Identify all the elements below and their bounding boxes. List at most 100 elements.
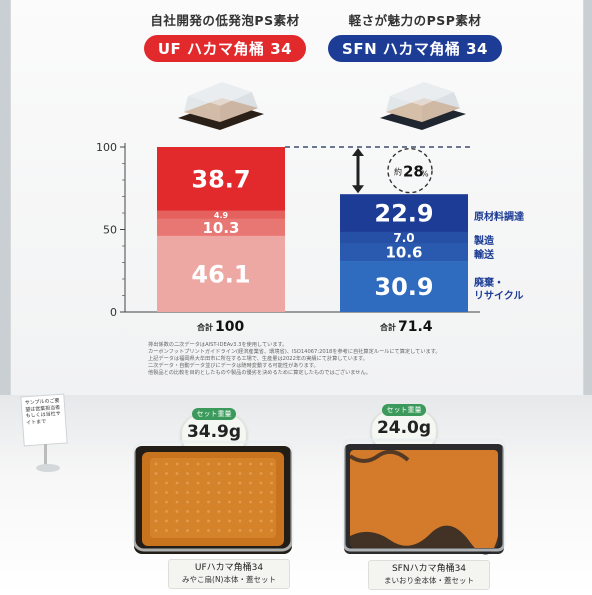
tray-dot bbox=[175, 500, 179, 504]
tray-dot bbox=[196, 472, 200, 475]
data-label: 22.9 bbox=[374, 200, 433, 228]
tray-dot bbox=[207, 472, 210, 475]
uf-product-name: UFハカマ角桶34 bbox=[194, 563, 264, 573]
tray-dot bbox=[154, 491, 158, 494]
tray-dot bbox=[217, 529, 221, 532]
tray-dot bbox=[217, 519, 221, 523]
display-board bbox=[10, 0, 584, 395]
legend-label: 製造 bbox=[473, 234, 495, 247]
note-line: カーボンフットプリントガイドライン(経済産業省、環境省)、ISO14067:20… bbox=[148, 349, 441, 355]
tray-dot bbox=[175, 519, 179, 523]
tray-dot bbox=[228, 510, 231, 513]
sfn-header: 軽さが魅力のPSP素材 SFN ハカマ角桶 34 bbox=[315, 10, 515, 62]
sample-request-sign: サンプルのご要望は営業担当者もしくは当社サイトまで bbox=[20, 393, 68, 447]
tray-dot bbox=[165, 510, 168, 513]
uf-product-card: UFハカマ角桶34 みやこ扇(N)本体・蓋セット bbox=[168, 559, 290, 589]
tray-dot bbox=[270, 491, 273, 494]
sfn-weight-value: 24.0g bbox=[376, 418, 432, 438]
uf-header: 自社開発の低発泡PS素材 UF ハカマ角桶 34 bbox=[125, 10, 325, 62]
tray-dot bbox=[196, 491, 200, 494]
tray-dot bbox=[238, 500, 242, 504]
tray-dot bbox=[228, 500, 231, 504]
tray-dot bbox=[207, 481, 210, 485]
tray-dot bbox=[186, 529, 189, 532]
tray-dot bbox=[259, 519, 263, 523]
tray-dot bbox=[165, 481, 168, 485]
tray-dot bbox=[175, 491, 179, 494]
y-tick-label: 50 bbox=[103, 224, 117, 237]
tray-dot bbox=[259, 462, 263, 466]
tray-dot bbox=[238, 529, 242, 532]
bar-segment bbox=[340, 243, 468, 262]
chart-notes: 排出係数の二次データはAIST-IDEAv3.3を使用しています。 カーボンフッ… bbox=[148, 342, 478, 377]
uf-tray-photo bbox=[132, 440, 294, 554]
sign-stand bbox=[36, 444, 60, 472]
tray-dot bbox=[249, 510, 252, 513]
note-line: 他製品との比較を目的としたものや製品の優劣を決めるために算定したものではございま… bbox=[148, 370, 371, 376]
tray-dot bbox=[207, 519, 210, 523]
tray-dot bbox=[238, 491, 242, 494]
note-line: 排出係数の二次データはAIST-IDEAv3.3を使用しています。 bbox=[148, 342, 288, 348]
tray-dot bbox=[259, 472, 263, 475]
tray-dot bbox=[259, 500, 263, 504]
data-label: 7.0 bbox=[393, 231, 414, 245]
tray-dot bbox=[249, 529, 252, 532]
note-line: 上記データは福岡県大牟田市に所在する工場で、生産量は2022年の実績にて計算して… bbox=[148, 356, 368, 362]
reduction-circle bbox=[387, 147, 433, 194]
tray-dot bbox=[186, 519, 189, 523]
tray-dot bbox=[270, 519, 273, 523]
tray-dot bbox=[228, 491, 231, 494]
bar-segment bbox=[340, 231, 468, 244]
data-label: 30.9 bbox=[374, 273, 433, 301]
note-line: 二次データ・自動データ並びにデータは随時変動する可能性があります。 bbox=[148, 363, 319, 369]
reduction-prefix: 約 bbox=[394, 167, 402, 177]
tray-dot bbox=[217, 462, 221, 466]
tray-dot bbox=[196, 500, 200, 504]
tray-dot bbox=[228, 519, 231, 523]
tray-dot bbox=[249, 462, 252, 466]
tray-dot bbox=[270, 510, 273, 513]
uf-weight-label: セット重量 bbox=[192, 408, 236, 420]
tray-dot bbox=[196, 529, 200, 532]
data-label: 10.6 bbox=[385, 244, 422, 262]
tray-dot bbox=[186, 472, 189, 475]
tray-dot bbox=[175, 462, 179, 466]
tray-dot bbox=[175, 481, 179, 485]
tray-dot bbox=[259, 529, 263, 532]
uf-tray-thumbnail bbox=[178, 82, 264, 130]
tray-dot bbox=[217, 500, 221, 504]
tray-dot bbox=[165, 529, 168, 532]
tray-dot bbox=[217, 472, 221, 475]
tray-dot bbox=[165, 519, 168, 523]
uf-product-desc: みやこ扇(N)本体・蓋セット bbox=[182, 575, 276, 584]
y-tick-label: 0 bbox=[110, 306, 117, 319]
legend-label: 廃棄・ bbox=[474, 276, 504, 289]
uf-product-pill: UF ハカマ角桶 34 bbox=[143, 35, 307, 62]
tray-dot bbox=[217, 510, 221, 513]
tray-dot bbox=[259, 481, 263, 485]
tray-dot bbox=[186, 491, 189, 494]
sfn-product-pill: SFN ハカマ角桶 34 bbox=[328, 35, 502, 62]
sfn-subtitle: 軽さが魅力のPSP素材 bbox=[348, 13, 482, 28]
uf-subtitle: 自社開発の低発泡PS素材 bbox=[150, 13, 300, 28]
tray-dot bbox=[186, 500, 189, 504]
data-label: 46.1 bbox=[191, 261, 250, 289]
tray-dot bbox=[207, 529, 210, 532]
legend-label: 輸送 bbox=[474, 248, 495, 261]
data-label: 10.3 bbox=[202, 219, 239, 237]
tray-dot bbox=[270, 462, 273, 466]
tray-dot bbox=[196, 519, 200, 523]
bar-segment bbox=[340, 194, 468, 232]
arrow-head-down bbox=[352, 185, 364, 194]
sfn-product-card: SFNハカマ角桶34 まいおり金本体・蓋セット bbox=[368, 560, 490, 590]
tray-dot bbox=[238, 472, 242, 475]
tray-dot bbox=[154, 472, 158, 475]
tray-dot bbox=[175, 529, 179, 532]
sfn-product-name: SFNハカマ角桶34 bbox=[391, 564, 467, 574]
tray-dot bbox=[249, 519, 252, 523]
tray-dot bbox=[238, 510, 242, 513]
tray-dot bbox=[175, 472, 179, 475]
total-value: 100 bbox=[215, 319, 244, 335]
tray-dot bbox=[249, 491, 252, 494]
